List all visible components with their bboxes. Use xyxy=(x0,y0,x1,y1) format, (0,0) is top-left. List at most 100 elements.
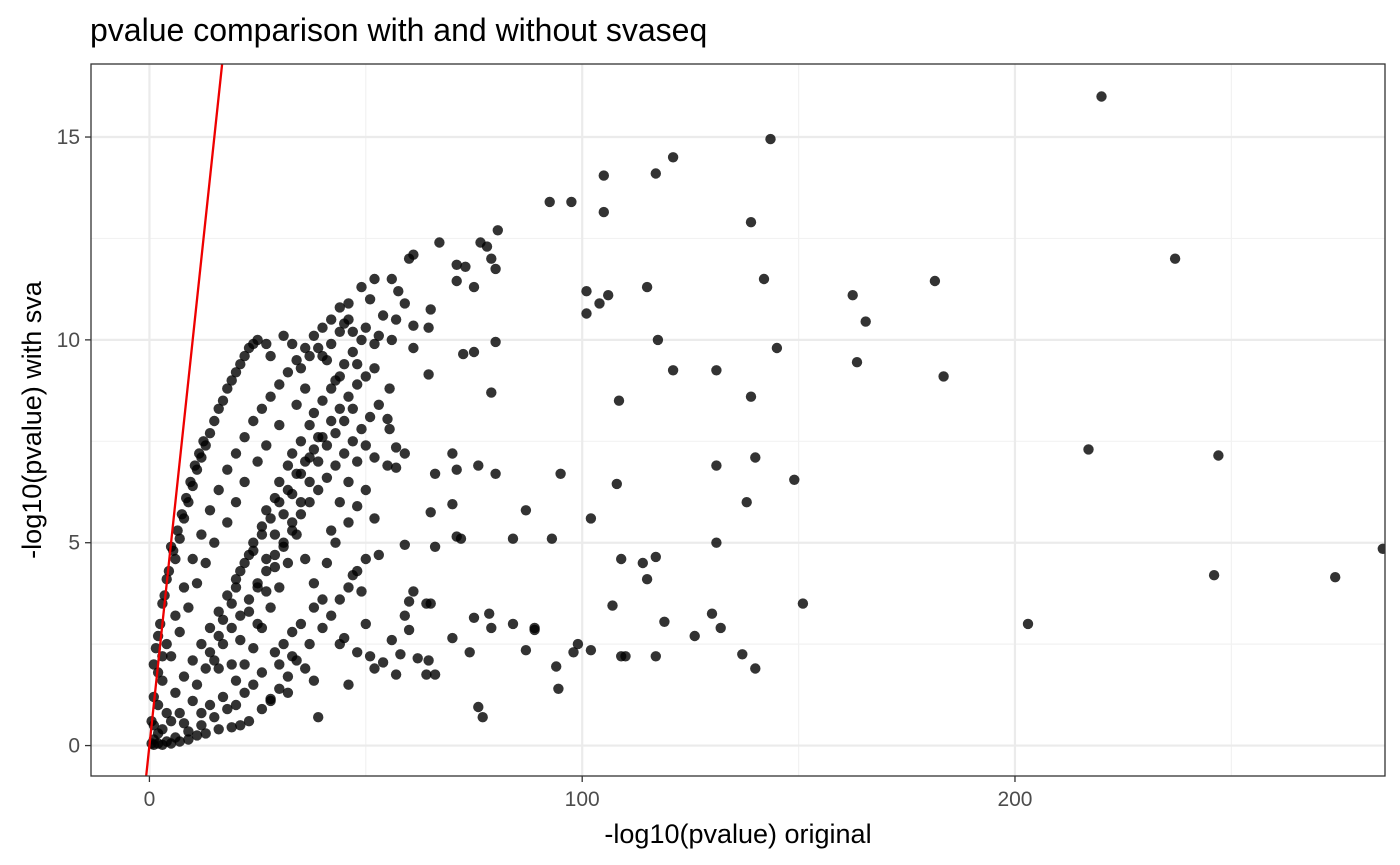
data-point xyxy=(520,505,532,516)
data-point xyxy=(209,712,220,723)
data-point xyxy=(308,602,320,613)
data-point xyxy=(300,553,311,565)
data-point xyxy=(183,734,194,745)
data-point xyxy=(403,253,415,264)
data-point xyxy=(239,687,250,698)
data-point xyxy=(1330,572,1341,583)
data-point xyxy=(304,497,315,508)
data-point xyxy=(300,663,311,674)
data-point xyxy=(369,513,380,524)
data-point xyxy=(390,314,402,325)
data-point xyxy=(170,610,181,621)
data-point xyxy=(239,476,250,488)
data-point xyxy=(492,225,503,236)
x-axis: 0 100 200 xyxy=(144,776,1033,811)
data-point xyxy=(172,525,183,536)
data-point xyxy=(282,671,294,682)
data-point xyxy=(745,217,757,228)
data-point xyxy=(585,513,597,524)
data-point xyxy=(248,545,259,556)
data-point xyxy=(239,350,250,362)
data-point xyxy=(230,699,242,711)
data-point xyxy=(347,570,358,581)
data-point xyxy=(317,594,328,605)
data-point xyxy=(373,399,384,410)
data-point xyxy=(429,468,441,479)
x-axis-title: -log10(pvalue) original xyxy=(604,819,871,849)
data-point xyxy=(347,326,358,337)
data-point xyxy=(230,582,242,593)
data-point xyxy=(386,334,397,346)
data-point xyxy=(520,645,532,656)
data-point xyxy=(789,474,800,485)
data-point xyxy=(213,663,224,674)
data-point xyxy=(641,281,653,293)
data-point xyxy=(360,322,371,333)
data-point xyxy=(373,549,384,561)
data-point xyxy=(230,497,242,508)
data-point xyxy=(313,712,324,723)
data-point xyxy=(373,330,384,341)
data-point xyxy=(196,707,207,719)
data-point xyxy=(321,557,333,569)
data-point xyxy=(287,626,298,638)
data-point xyxy=(256,521,268,532)
data-point xyxy=(408,586,419,597)
data-point xyxy=(386,634,397,646)
data-point xyxy=(339,415,350,427)
data-point xyxy=(174,626,185,638)
data-point xyxy=(295,618,307,630)
data-point xyxy=(490,468,501,479)
x-tick-label: 0 xyxy=(144,788,156,811)
data-point xyxy=(434,237,445,248)
data-point xyxy=(226,622,237,634)
plot-panel-border xyxy=(90,63,1386,777)
data-point xyxy=(364,294,376,305)
data-point xyxy=(603,290,614,301)
data-point xyxy=(460,261,471,272)
data-point xyxy=(929,275,941,287)
data-point xyxy=(274,683,285,694)
data-point xyxy=(176,509,188,520)
data-point xyxy=(235,720,246,731)
data-point xyxy=(187,695,198,707)
data-point xyxy=(473,701,484,713)
data-point xyxy=(334,497,345,508)
data-point xyxy=(484,608,495,619)
data-point xyxy=(291,399,302,410)
data-point xyxy=(317,622,328,634)
data-point xyxy=(352,647,363,658)
data-point xyxy=(741,497,752,508)
data-point xyxy=(278,537,289,548)
data-point xyxy=(326,610,337,621)
data-point xyxy=(209,655,220,666)
data-point xyxy=(230,675,242,686)
data-point xyxy=(235,634,246,646)
data-point xyxy=(386,273,397,285)
data-point xyxy=(715,622,726,634)
data-point xyxy=(384,423,395,435)
data-point xyxy=(352,456,363,467)
data-point xyxy=(347,346,358,358)
data-point xyxy=(196,638,207,650)
data-point xyxy=(196,529,207,540)
data-point xyxy=(343,314,354,325)
data-point xyxy=(468,281,480,293)
data-point xyxy=(204,647,216,658)
data-point xyxy=(412,653,423,664)
data-point xyxy=(364,651,376,662)
data-point xyxy=(343,476,354,488)
data-point xyxy=(321,440,333,451)
y-axis: 0 5 10 15 xyxy=(57,126,91,758)
data-point xyxy=(308,444,320,455)
data-point xyxy=(637,557,648,569)
data-point xyxy=(189,460,201,471)
data-point xyxy=(360,553,371,565)
data-point xyxy=(200,557,211,569)
data-point xyxy=(330,460,341,471)
data-point xyxy=(274,582,285,593)
data-point xyxy=(170,687,181,698)
data-point xyxy=(261,553,272,565)
data-point xyxy=(304,419,315,431)
data-point xyxy=(399,298,410,309)
